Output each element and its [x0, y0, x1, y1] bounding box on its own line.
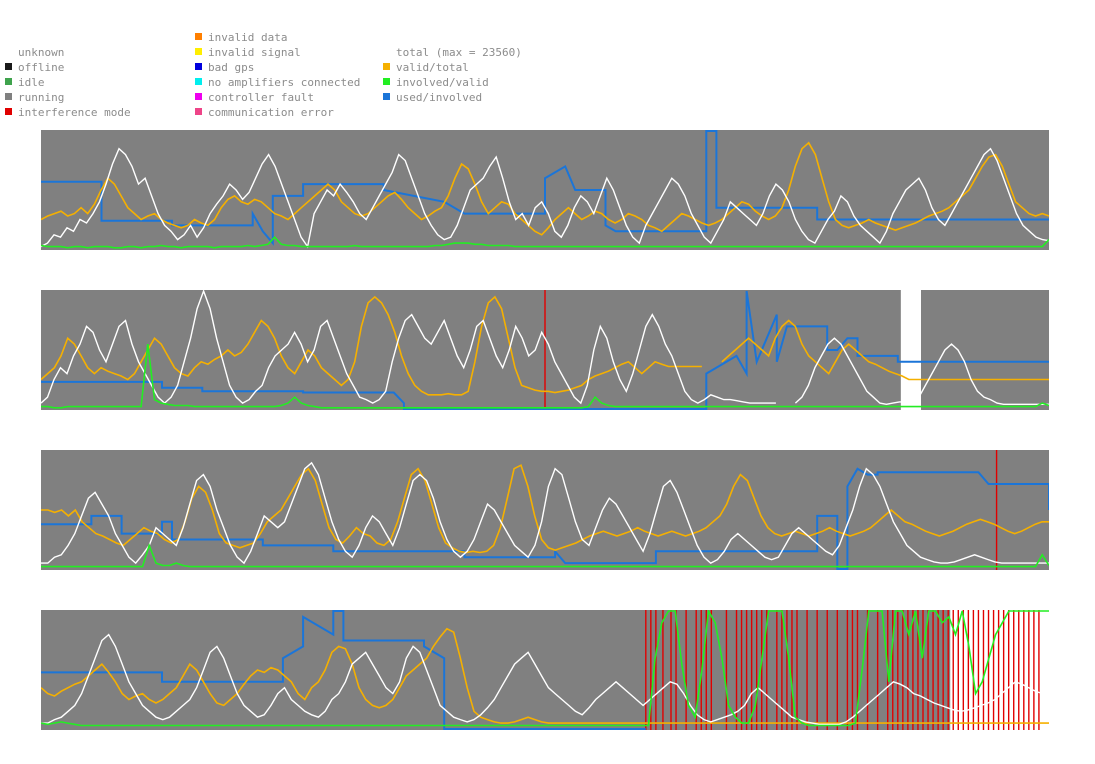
legend-label-running: running — [18, 91, 65, 104]
chart-panel-1-plot — [41, 130, 1049, 250]
legend-label-interference-mode: interference mode — [18, 106, 131, 119]
legend-swatch-total — [383, 48, 390, 55]
legend-label-invalid-data: invalid data — [208, 31, 288, 44]
panel-1-valid-total-line — [41, 141, 1049, 236]
legend-swatch-no-amplifiers — [195, 78, 202, 85]
panel-2-valid-total-line — [41, 295, 1049, 396]
chart-panel-2 — [41, 290, 1049, 410]
legend-swatch-used-involved — [383, 93, 390, 100]
panel-2-used-involved-line — [41, 290, 1049, 410]
legend-swatch-bad-gps — [195, 63, 202, 70]
legend-label-invalid-signal: invalid signal — [208, 46, 301, 59]
panel-3-used-involved-line — [41, 467, 1049, 570]
legend-swatch-idle — [5, 78, 12, 85]
legend-swatch-unknown — [5, 48, 12, 55]
chart-panel-4-plot — [41, 610, 1049, 730]
chart-panel-4 — [41, 610, 1049, 730]
panel-4-used-involved-line — [41, 610, 646, 730]
panel-1-used-involved-line — [41, 130, 1049, 246]
legend-label-communication-error: communication error — [208, 106, 334, 119]
panel-4-total-line — [41, 633, 1049, 725]
legend-label-idle: idle — [18, 76, 45, 89]
legend-label-controller-fault: controller fault — [208, 91, 314, 104]
panel-4-involved-valid-line — [41, 610, 1049, 727]
legend-swatch-running — [5, 93, 12, 100]
panel-4-valid-total-line — [41, 627, 1049, 724]
legend-label-total: total (max = 23560) — [396, 46, 522, 59]
legend-label-valid-total: valid/total — [396, 61, 469, 74]
panel-3-total-line — [41, 461, 1049, 565]
legend-swatch-involved-valid — [383, 78, 390, 85]
panel-1-involved-valid-line — [41, 236, 1049, 249]
legend-label-involved-valid: involved/valid — [396, 76, 489, 89]
chart-panel-1 — [41, 130, 1049, 250]
panel-3-background — [41, 450, 1049, 570]
legend-label-used-involved: used/involved — [396, 91, 483, 104]
panel-2-total-line — [41, 290, 1049, 406]
legend-swatch-valid-total — [383, 63, 390, 70]
legend-swatch-communication-error — [195, 108, 202, 115]
legend-swatch-interference-mode — [5, 108, 12, 115]
panel-3-valid-total-line — [41, 464, 1049, 554]
legend-swatch-offline — [5, 63, 12, 70]
panel-3-involved-valid-line — [41, 542, 1049, 568]
panel-4-background — [41, 610, 1049, 730]
chart-panel-3-plot — [41, 450, 1049, 570]
legend-label-no-amplifiers: no amplifiers connected — [208, 76, 361, 89]
panel-2-involved-valid-line — [41, 344, 1049, 409]
chart-panel-3 — [41, 450, 1049, 570]
legend-swatch-invalid-data — [195, 33, 202, 40]
legend-swatch-controller-fault — [195, 93, 202, 100]
panel-2-offline-gap-1 — [900, 290, 921, 410]
legend-swatch-invalid-signal — [195, 48, 202, 55]
panel-1-total-line — [41, 147, 1049, 249]
legend-label-offline: offline — [18, 61, 65, 74]
chart-panel-2-plot — [41, 290, 1049, 410]
legend-label-bad-gps: bad gps — [208, 61, 255, 74]
legend-label-unknown: unknown — [18, 46, 65, 59]
